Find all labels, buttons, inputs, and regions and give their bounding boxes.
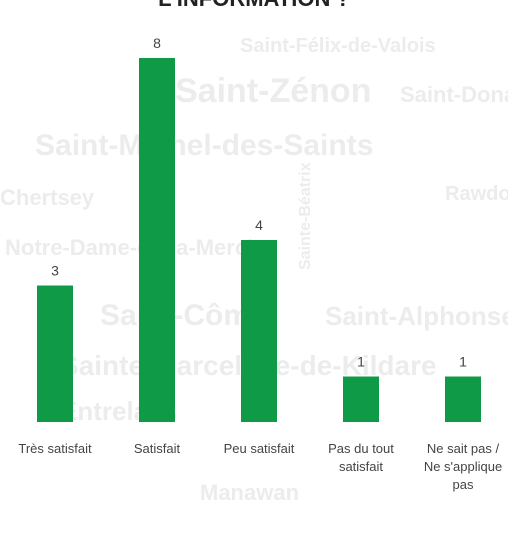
bar bbox=[139, 58, 175, 422]
value-label: 1 bbox=[357, 354, 365, 370]
background-text: Saint-Alphonse bbox=[325, 301, 508, 331]
background-text: Sainte-Béatrix bbox=[297, 162, 314, 270]
background-text: Saint-Donat bbox=[400, 82, 508, 107]
background-text: Saint-Michel-des-Saints bbox=[35, 129, 373, 162]
bar bbox=[343, 376, 379, 422]
background-text: Rawdon bbox=[445, 183, 508, 205]
background-text: Chertsey bbox=[0, 185, 95, 210]
x-tick-label: Très satisfait bbox=[18, 441, 92, 456]
background: Saint-Félix-de-Valois Saint-Zénon Saint-Do… bbox=[0, 35, 508, 505]
bar bbox=[241, 240, 277, 422]
background-text: Saint-Zénon bbox=[175, 72, 371, 110]
background-text: Saint-Félix-de-Valois bbox=[240, 35, 436, 57]
background-text: Manawan bbox=[200, 480, 299, 505]
value-label: 3 bbox=[51, 263, 59, 279]
background-text: Saint-Côme bbox=[100, 299, 267, 332]
x-tick-label: Peu satisfait bbox=[223, 441, 295, 456]
bar bbox=[445, 376, 481, 422]
x-tick-label: Pas du tout satisfait bbox=[328, 441, 394, 474]
value-label: 4 bbox=[255, 217, 263, 233]
x-tick-label: Ne sait pas / Ne s'applique pas bbox=[423, 441, 503, 492]
value-label: 8 bbox=[153, 35, 161, 51]
bar bbox=[37, 285, 73, 422]
chart-title: L'INFORMATION ? bbox=[158, 0, 350, 11]
x-tick-label: Satisfait bbox=[133, 441, 181, 456]
value-label: 1 bbox=[459, 354, 467, 370]
background-text: Notre-Dame-de-la-Merci bbox=[5, 235, 253, 260]
